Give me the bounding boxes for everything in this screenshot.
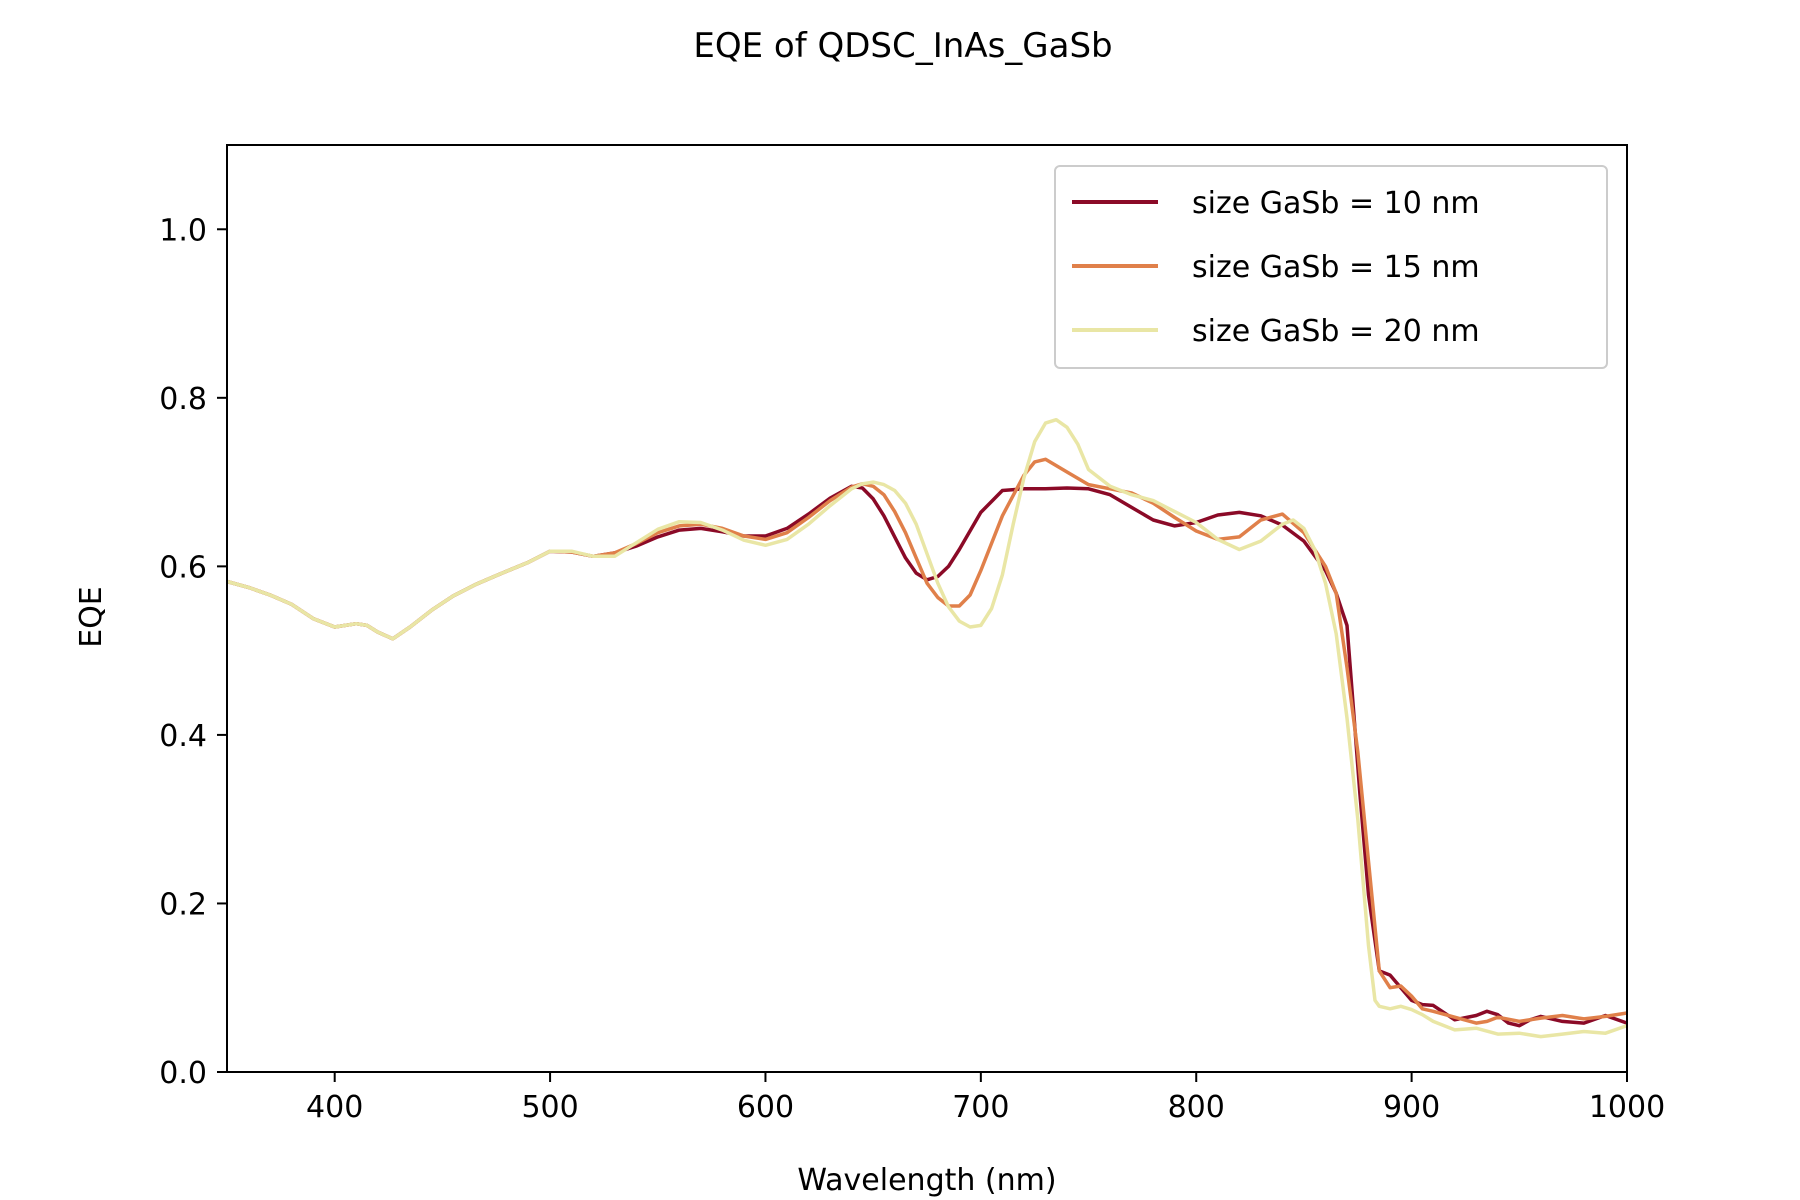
series-line-3	[227, 417, 1627, 1039]
x-tick-label: 900	[1383, 1090, 1440, 1125]
y-tick-label: 0.6	[159, 550, 207, 585]
x-tick-label: 500	[521, 1090, 578, 1125]
y-tick-label: 0.0	[159, 1056, 207, 1091]
chart-title: EQE of QDSC_InAs_GaSb	[693, 26, 1112, 66]
y-tick-label: 0.4	[159, 719, 207, 754]
legend-label-1: size GaSb = 10 nm	[1192, 186, 1480, 221]
axes-layer: 400 500 600 700 800 900 1000 0.0 0.2 0.4 0.6 0.8 1.0	[159, 213, 1665, 1125]
series-layer	[227, 417, 1627, 1039]
y-tick-label: 0.8	[159, 382, 207, 417]
x-axis-label: Wavelength (nm)	[797, 1163, 1056, 1198]
plot-frame	[226, 144, 1628, 1073]
x-tick-label: 700	[952, 1090, 1009, 1125]
legend-box	[1054, 165, 1608, 369]
x-tick-label: 800	[1168, 1090, 1225, 1125]
legend: size GaSb = 10 nm size GaSb = 15 nm size G…	[1054, 165, 1608, 369]
x-tick-label: 1000	[1589, 1090, 1665, 1125]
y-axis-label: EQE	[74, 586, 109, 648]
legend-label-2: size GaSb = 15 nm	[1192, 250, 1480, 285]
y-tick-label: 0.2	[159, 887, 207, 922]
y-tick-label: 1.0	[159, 213, 207, 248]
legend-label-3: size GaSb = 20 nm	[1192, 314, 1480, 349]
x-tick-label: 400	[306, 1090, 363, 1125]
x-tick-label: 600	[737, 1090, 794, 1125]
